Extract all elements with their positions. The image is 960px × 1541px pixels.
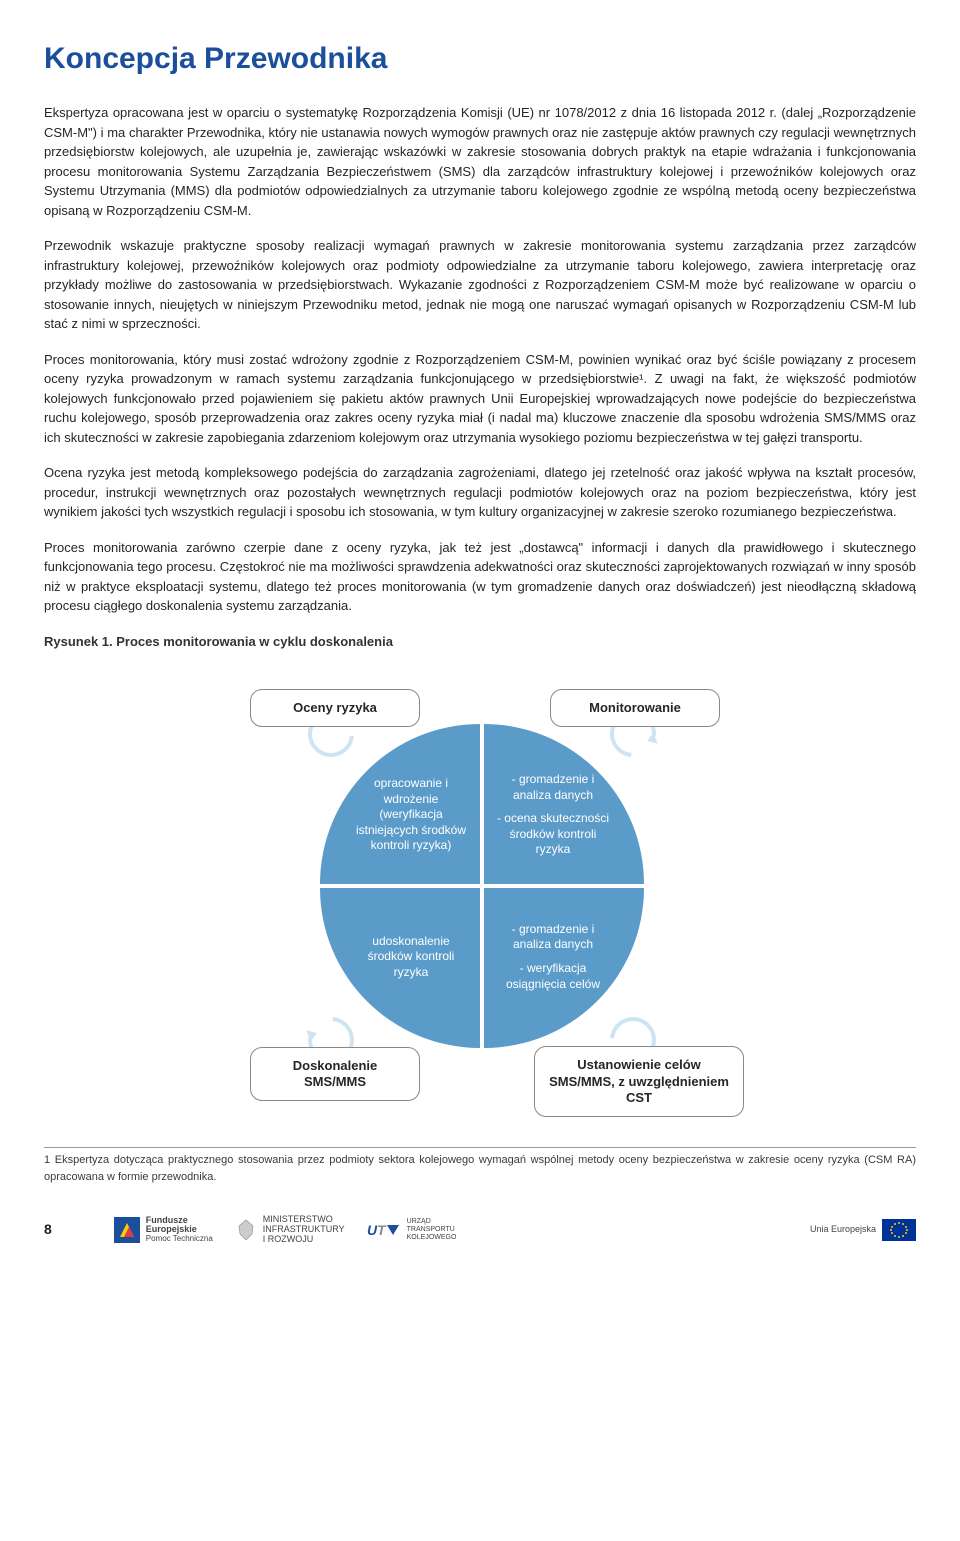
svg-text:T: T (377, 1222, 387, 1238)
logo2-line1: MINISTERSTWO (263, 1214, 333, 1224)
logo3-line1: URZĄD (407, 1218, 431, 1225)
page-title: Koncepcja Przewodnika (44, 36, 916, 81)
paragraph-3: Proces monitorowania, który musi zostać … (44, 350, 916, 448)
logo2-line3: I ROZWOJU (263, 1234, 314, 1244)
quadrant-tl-text: opracowanie i wdrożenie (weryfikacja ist… (354, 776, 468, 854)
page-footer: 8 Fundusze Europejskie Pomoc Techniczna … (0, 1209, 960, 1263)
footnote-divider (44, 1147, 916, 1148)
label-doskonalenie: Doskonalenie SMS/MMS (250, 1047, 420, 1102)
cycle-diagram: opracowanie i wdrożenie (weryfikacja ist… (220, 669, 740, 1129)
diagram-container: opracowanie i wdrożenie (weryfikacja ist… (44, 669, 916, 1129)
fundusze-icon (114, 1217, 140, 1243)
page-number: 8 (44, 1219, 52, 1240)
logo-ministerstwo: MINISTERSTWO INFRASTRUKTURY I ROZWOJU (235, 1215, 345, 1245)
logo3-line3: KOLEJOWEGO (407, 1234, 457, 1241)
logo-fundusze-europejskie: Fundusze Europejskie Pomoc Techniczna (114, 1216, 213, 1245)
utk-icon: U T (367, 1221, 401, 1239)
logo1-line1: Fundusze (146, 1215, 188, 1225)
paragraph-5: Proces monitorowania zarówno czerpie dan… (44, 538, 916, 616)
paragraph-1: Ekspertyza opracowana jest w oparciu o s… (44, 103, 916, 220)
logo1-line2: Europejskie (146, 1224, 197, 1234)
paragraph-2: Przewodnik wskazuje praktyczne sposoby r… (44, 236, 916, 334)
quadrant-br-text-b: - weryfikacja osiągnięcia celów (496, 961, 610, 992)
eu-flag-icon (882, 1219, 916, 1241)
logo4-label: Unia Europejska (810, 1225, 876, 1235)
logo-unia-europejska: Unia Europejska (810, 1219, 916, 1241)
paragraph-4: Ocena ryzyka jest metodą kompleksowego p… (44, 463, 916, 522)
footnote-1: 1 Ekspertyza dotycząca praktycznego stos… (44, 1152, 916, 1185)
quadrant-tr-text-b: - ocena skuteczności środków kontroli ry… (496, 811, 610, 858)
quadrant-tr-text-a: - gromadzenie i analiza danych (496, 772, 610, 803)
quadrant-br-text-a: - gromadzenie i analiza danych (496, 922, 610, 953)
figure-title: Rysunek 1. Proces monitorowania w cyklu … (44, 632, 916, 652)
eagle-icon (235, 1218, 257, 1242)
logo1-sub: Pomoc Techniczna (146, 1235, 213, 1244)
logo2-line2: INFRASTRUKTURY (263, 1224, 345, 1234)
logo-utk: U T URZĄD TRANSPORTU KOLEJOWEGO (367, 1218, 457, 1241)
label-monitorowanie: Monitorowanie (550, 689, 720, 727)
label-ustanowienie-celow: Ustanowienie celów SMS/MMS, z uwzględnie… (534, 1046, 744, 1117)
logo3-line2: TRANSPORTU (407, 1226, 455, 1233)
label-oceny-ryzyka: Oceny ryzyka (250, 689, 420, 727)
quadrant-bl-text: udoskonalenie środków kontroli ryzyka (354, 934, 468, 981)
